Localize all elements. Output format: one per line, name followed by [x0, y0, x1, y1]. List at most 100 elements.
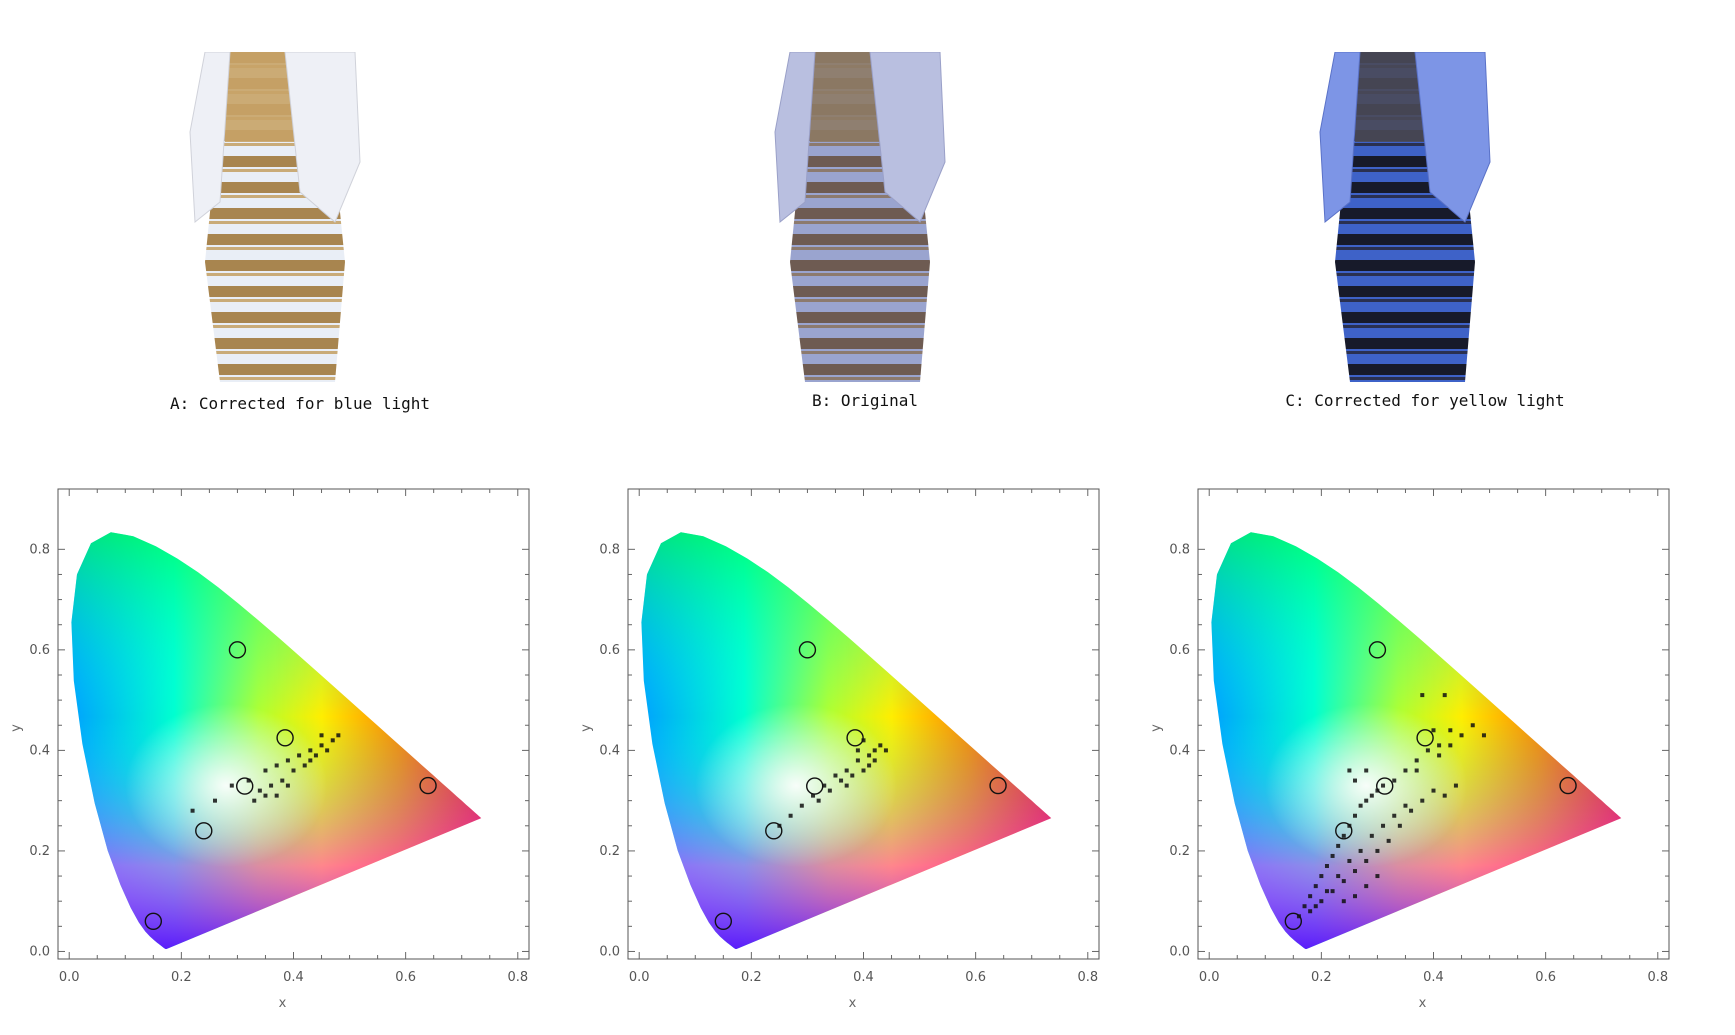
data-point [855, 748, 860, 753]
data-point [213, 798, 217, 803]
data-point [336, 733, 341, 738]
data-point [861, 768, 866, 773]
data-point [861, 738, 866, 743]
chart-2: 0.0 0.2 0.4 0.6 0.8 0.0 0.2 0.4 0.6 0.8 x y [1149, 488, 1670, 1011]
data-point [1330, 889, 1335, 894]
y-tick-label: 0.6 [1169, 643, 1190, 658]
data-point [1347, 768, 1352, 773]
reference-circle [228, 641, 247, 659]
dress-image-b [774, 52, 946, 382]
data-point [1364, 858, 1369, 863]
y-tick-label: 0.8 [1169, 542, 1190, 557]
data-point [1409, 808, 1414, 813]
data-point [274, 793, 279, 798]
data-point [816, 798, 821, 803]
x-tick-label: 0.6 [965, 970, 986, 985]
y-tick-label: 0.0 [29, 944, 50, 959]
data-point [1364, 768, 1369, 773]
y-tick-label: 0.8 [599, 542, 620, 557]
data-point [246, 778, 251, 783]
x-tick-label: 0.8 [507, 970, 528, 985]
data-point [1369, 833, 1374, 838]
data-point [285, 783, 290, 788]
data-point [850, 773, 855, 778]
data-point [1369, 793, 1374, 798]
data-point [822, 783, 827, 788]
data-point [280, 778, 285, 783]
data-point [872, 748, 877, 753]
caption-c: C: Corrected for yellow light [1285, 391, 1565, 410]
data-point [319, 733, 324, 738]
data-point [1414, 758, 1419, 763]
reference-circle [236, 777, 254, 795]
reference-circle [1416, 729, 1434, 747]
reference-circle [765, 822, 783, 840]
data-point [1448, 728, 1453, 733]
data-point [1442, 793, 1447, 798]
data-point [878, 743, 883, 748]
data-point [1353, 894, 1357, 899]
data-point [1324, 864, 1329, 869]
caption-a: A: Corrected for blue light [169, 394, 431, 413]
reference-circle [798, 641, 817, 659]
data-point [1392, 813, 1397, 818]
y-tick-label: 0.2 [599, 844, 620, 859]
data-point [1308, 894, 1313, 899]
x-tick-label: 0.0 [629, 970, 650, 985]
data-point [1330, 853, 1335, 858]
data-point [313, 753, 318, 758]
data-point [274, 763, 279, 768]
reference-circle [714, 912, 733, 930]
data-point [1431, 788, 1436, 793]
data-point [1353, 813, 1357, 818]
data-point [1319, 874, 1324, 879]
data-point [1381, 783, 1386, 788]
x-tick-label: 0.6 [395, 970, 416, 985]
data-point [811, 793, 816, 798]
data-point [788, 813, 793, 818]
chart-1: 0.0 0.2 0.4 0.6 0.8 0.0 0.2 0.4 0.6 0.8 x y [579, 488, 1100, 1011]
reference-circle [1559, 776, 1577, 795]
data-point [855, 758, 860, 763]
data-point [308, 758, 313, 763]
data-point [330, 738, 335, 743]
reference-circle [846, 729, 864, 747]
data-point [1453, 783, 1458, 788]
data-point [190, 808, 195, 813]
x-tick-label: 0.4 [853, 970, 874, 985]
x-tick-label: 0.2 [741, 970, 762, 985]
data-point [872, 758, 877, 763]
gamut-1 [641, 532, 1052, 949]
x-tick-label: 0.4 [283, 970, 304, 985]
dress-image-c [1319, 52, 1491, 382]
data-point [1397, 823, 1402, 828]
data-point [1375, 848, 1380, 853]
data-point [1414, 768, 1419, 773]
data-point [319, 743, 324, 748]
y-tick-label: 0.0 [1169, 944, 1190, 959]
y-axis-label: y [1149, 724, 1164, 732]
reference-circle [276, 729, 294, 747]
data-point [1442, 693, 1447, 698]
y-tick-label: 0.2 [29, 844, 50, 859]
data-point [1336, 843, 1341, 848]
reference-circle [1284, 912, 1303, 930]
data-point [1437, 753, 1442, 758]
data-point [1353, 869, 1357, 874]
data-point [1448, 743, 1453, 748]
data-point [252, 798, 257, 803]
data-point [263, 793, 268, 798]
data-point [1459, 733, 1464, 738]
reference-circle [144, 912, 163, 930]
data-point [297, 753, 302, 758]
reference-circle [806, 777, 824, 795]
data-point [883, 748, 888, 753]
data-point [1353, 778, 1357, 783]
data-point [867, 753, 872, 758]
x-tick-label: 0.0 [1199, 970, 1220, 985]
data-point [1313, 884, 1318, 889]
data-point [1324, 889, 1329, 894]
data-point [1336, 874, 1341, 879]
data-point [1470, 723, 1475, 728]
data-point [229, 783, 234, 788]
